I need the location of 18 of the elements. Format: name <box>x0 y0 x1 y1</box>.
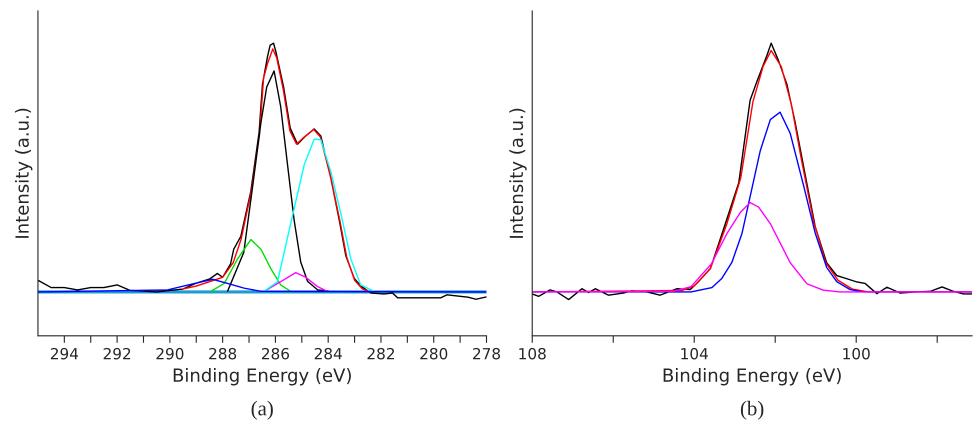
text: (b) <box>740 400 764 420</box>
x-tick-label: 282 <box>367 348 394 360</box>
x-tick-label: 278 <box>473 348 500 360</box>
x-tick-label: 290 <box>156 348 184 360</box>
y-axis-title: Intensity (a.u.) <box>509 108 527 238</box>
text: (a) <box>252 400 273 420</box>
x-tick-label: 104 <box>681 348 708 360</box>
x-tick-label: 108 <box>519 348 546 360</box>
x-axis-title: Binding Energy (eV) <box>174 368 351 386</box>
y-axis-title: Intensity (a.u.) <box>14 108 32 238</box>
x-tick-label: 280 <box>420 348 448 360</box>
x-tick-label: 286 <box>262 348 290 360</box>
x-tick-label: 100 <box>843 348 870 360</box>
x-tick-label: 284 <box>314 348 342 360</box>
x-axis-title: Binding Energy (eV) <box>664 368 841 386</box>
x-tick-label: 288 <box>209 348 236 360</box>
x-tick-label: 294 <box>50 348 78 360</box>
x-tick-label: 292 <box>104 348 130 360</box>
